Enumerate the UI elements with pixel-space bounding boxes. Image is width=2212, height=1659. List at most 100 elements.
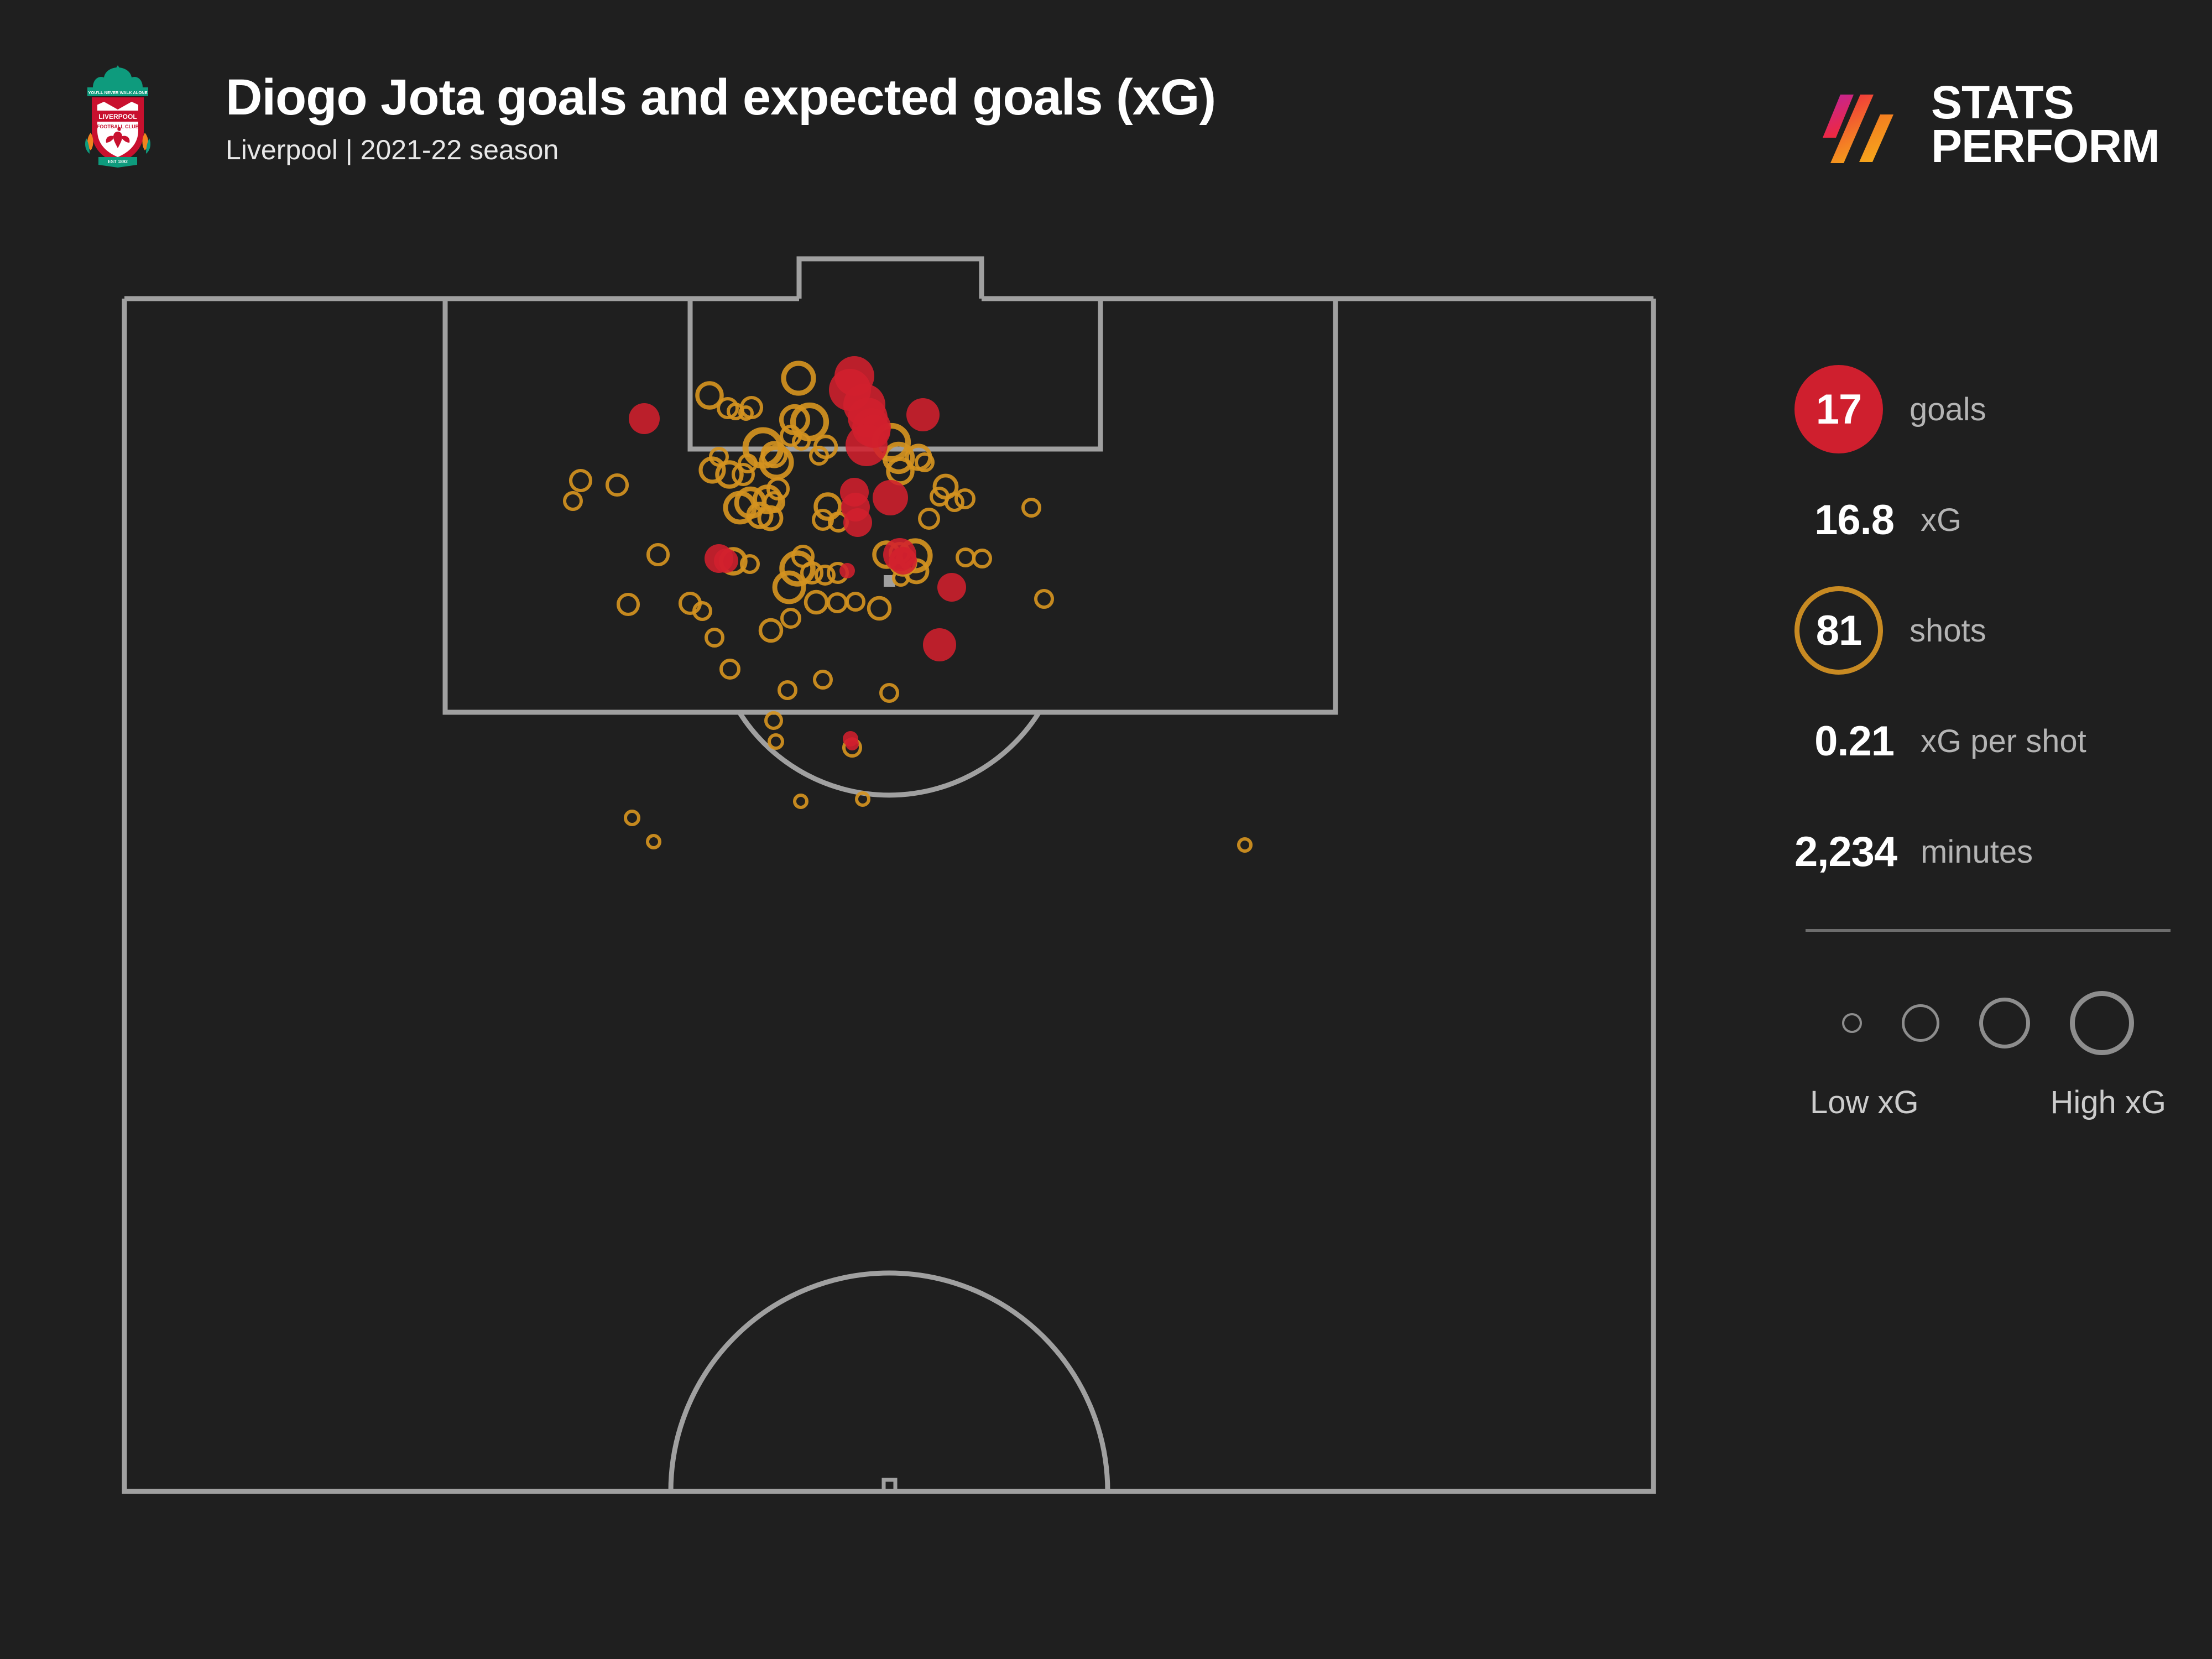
pitch-svg	[122, 256, 1656, 1494]
xg-label: xG	[1921, 502, 1962, 538]
shot-marker	[772, 570, 806, 604]
shot-marker	[813, 492, 842, 521]
legend-low-label: Low xG	[1810, 1084, 1919, 1120]
shot-marker	[792, 432, 811, 451]
shot-marker	[812, 509, 834, 531]
goal-marker	[839, 563, 855, 578]
pitch-markings	[122, 256, 1656, 1494]
legend-high-label: High xG	[2050, 1084, 2166, 1120]
shot-marker	[624, 810, 640, 826]
goal-marker	[906, 398, 940, 431]
shot-marker	[692, 601, 712, 621]
stat-row-goals: 17 goals	[1794, 354, 2193, 465]
goal-markers-layer	[629, 356, 966, 750]
stat-row-minutes: 2,234 minutes	[1794, 796, 2193, 907]
shot-marker	[972, 549, 992, 568]
shot-marker	[715, 460, 744, 489]
shots-badge: 81	[1794, 586, 1883, 675]
shot-marker	[568, 468, 593, 493]
shot-marker	[766, 477, 790, 501]
goals-value: 17	[1815, 385, 1863, 433]
goal-marker	[923, 628, 956, 661]
shot-marker	[646, 542, 670, 567]
shots-marker-icon: 81	[1794, 586, 1883, 675]
legend-size-circle-2	[1902, 1004, 1939, 1042]
page-subtitle: Liverpool | 2021-22 season	[226, 134, 559, 165]
shot-marker	[882, 441, 915, 474]
shot-marker	[804, 589, 829, 615]
shot-marker	[698, 456, 726, 484]
shot-marker	[717, 397, 739, 419]
shot-marker	[779, 550, 816, 587]
brand-line-2: PERFORM	[1931, 120, 2160, 172]
shot-marker	[915, 452, 935, 472]
shot-marker	[740, 554, 760, 574]
goal-marker	[846, 424, 888, 466]
xg-size-legend: Low xG High xG	[1806, 990, 2171, 1121]
goal-marker	[873, 480, 908, 515]
shot-marker	[827, 592, 848, 613]
shot-marker	[757, 505, 784, 531]
xg-per-shot-label: xG per shot	[1921, 723, 2086, 759]
shot-marker	[879, 683, 899, 703]
shot-marker	[800, 561, 824, 585]
goal-marker	[846, 737, 859, 750]
brand-logo: STATS PERFORM	[1819, 79, 2160, 172]
goal-marker	[714, 549, 738, 573]
shot-marker	[1021, 498, 1041, 518]
minutes-value: 2,234	[1794, 828, 1897, 875]
brand-wordmark: STATS PERFORM	[1931, 79, 2160, 172]
shot-marker	[780, 608, 801, 629]
stat-row-xg: 16.8 xG	[1794, 465, 2193, 575]
penalty-area	[442, 299, 1338, 715]
shot-marker	[705, 628, 724, 648]
shot-marker	[945, 492, 964, 512]
page-title: Diogo Jota goals and expected goals (xG)	[226, 69, 1216, 126]
shot-map	[122, 256, 1656, 1494]
legend-label-row: Low xG High xG	[1806, 1084, 2171, 1121]
shot-marker	[616, 592, 640, 617]
shot-marker	[764, 711, 783, 730]
shot-marker	[954, 488, 975, 509]
shot-marker	[793, 794, 808, 809]
shot-marker	[768, 733, 784, 750]
goal-marker	[889, 547, 917, 575]
shot-marker	[731, 462, 755, 487]
svg-text:YOU'LL NEVER WALK ALONE: YOU'LL NEVER WALK ALONE	[88, 90, 147, 95]
legend-size-circle-4	[2070, 991, 2134, 1055]
shot-marker	[1237, 837, 1253, 853]
shot-markers-layer	[563, 361, 1253, 853]
legend-size-circle-3	[1979, 998, 2030, 1048]
goal-marker	[843, 508, 872, 537]
goals-badge: 17	[1794, 365, 1883, 453]
goals-marker-icon: 17	[1794, 365, 1883, 453]
svg-text:FOOTBALL CLUB: FOOTBALL CLUB	[97, 124, 139, 129]
stats-perform-slashes-icon	[1823, 95, 1893, 163]
stat-row-xg-per-shot: 0.21 xG per shot	[1794, 686, 2193, 796]
goal-area	[687, 299, 1103, 452]
shot-marker	[646, 834, 661, 849]
shot-marker	[738, 405, 754, 421]
shot-marker	[780, 425, 802, 447]
shots-value: 81	[1815, 607, 1863, 654]
legend-size-circle-1	[1842, 1013, 1862, 1033]
minutes-label: minutes	[1921, 833, 2033, 870]
liverpool-fc-crest-icon: YOU'LL NEVER WALK ALONE LIVERPOOL FOOTBA…	[85, 65, 150, 168]
svg-text:LIVERPOOL: LIVERPOOL	[98, 113, 137, 121]
stats-divider	[1806, 929, 2171, 932]
shot-marker	[746, 502, 774, 529]
shot-marker	[813, 670, 833, 690]
shot-marker	[753, 484, 782, 514]
shot-marker	[723, 491, 757, 525]
shot-marker	[695, 381, 724, 410]
xg-per-shot-value: 0.21	[1814, 717, 1895, 765]
goal-marker	[937, 573, 966, 602]
xg-value: 16.8	[1814, 496, 1895, 544]
centre-circle	[668, 1270, 1110, 1492]
shot-marker	[867, 596, 892, 621]
shot-marker	[846, 592, 865, 612]
shot-marker	[759, 445, 794, 480]
shot-marker	[739, 395, 764, 420]
shot-marker	[855, 791, 870, 807]
stat-row-shots: 81 shots	[1794, 575, 2193, 686]
